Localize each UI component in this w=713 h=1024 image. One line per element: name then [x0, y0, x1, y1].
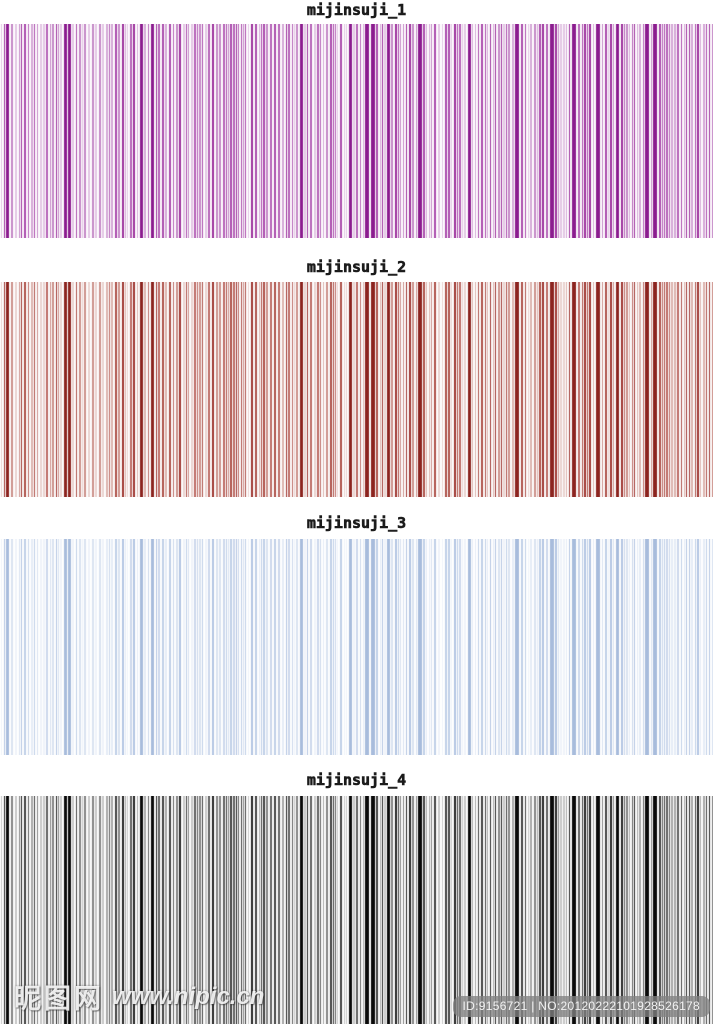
stripe-band-3: [0, 539, 713, 755]
band-title-4: mijinsuji_4: [306, 771, 407, 790]
stripe-band-2: [0, 282, 713, 497]
image-id-badge: ID:9156721 | NO:20120222101928526178: [452, 996, 710, 1017]
band-title-1: mijinsuji_1: [306, 1, 407, 20]
stripe-band-1: [0, 24, 713, 238]
stripe-band-4: [0, 796, 713, 1024]
band-title-3: mijinsuji_3: [306, 514, 407, 533]
band-title-2: mijinsuji_2: [306, 258, 407, 277]
